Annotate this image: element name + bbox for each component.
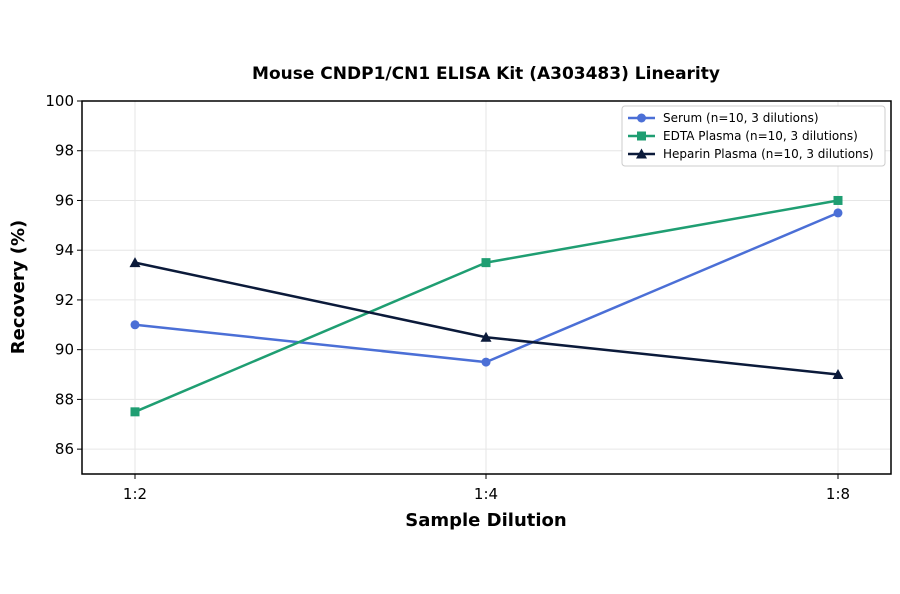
legend-marker	[637, 131, 646, 141]
data-point	[480, 331, 492, 342]
x-axis: 1:2 1:4 1:8	[123, 474, 850, 503]
y-tick-label: 92	[55, 291, 74, 309]
data-point	[481, 258, 491, 268]
series-1	[130, 208, 843, 367]
y-tick-label: 94	[55, 241, 74, 259]
y-tick-label: 86	[55, 440, 74, 458]
x-tick-label: 1:2	[123, 485, 147, 503]
data-point	[832, 369, 844, 380]
legend-box	[621, 105, 886, 167]
y-tick-label: 98	[55, 142, 74, 160]
legend: Serum (n=10, 3 dilutions) EDTA Plasma (n=…	[621, 105, 886, 167]
legend-marker	[637, 113, 646, 123]
x-tick-label: 1:8	[826, 485, 850, 503]
legend-label: EDTA Plasma (n=10, 3 dilutions)	[663, 129, 858, 143]
data-point	[129, 257, 141, 268]
series	[129, 195, 844, 417]
legend-entry: Serum (n=10, 3 dilutions)	[628, 111, 819, 125]
legend-label: Serum (n=10, 3 dilutions)	[663, 111, 819, 125]
legend-entry: EDTA Plasma (n=10, 3 dilutions)	[628, 129, 858, 143]
y-tick-label: 96	[55, 191, 74, 209]
series-3	[129, 257, 844, 380]
data-point	[130, 320, 140, 330]
legend-marker	[636, 148, 647, 159]
series-2	[130, 195, 843, 417]
data-point	[833, 195, 843, 205]
y-tick-label: 90	[55, 341, 74, 359]
x-tick-label: 1:4	[474, 485, 498, 503]
data-point	[481, 357, 491, 367]
y-tick-label: 88	[55, 390, 74, 408]
chart-title: Mouse CNDP1/CN1 ELISA Kit (A303483) Line…	[252, 64, 720, 84]
y-axis-label: Recovery (%)	[8, 220, 29, 354]
legend-entry: Heparin Plasma (n=10, 3 dilutions)	[628, 147, 874, 161]
y-tick-label: 100	[45, 92, 74, 110]
legend-label: Heparin Plasma (n=10, 3 dilutions)	[663, 147, 874, 161]
data-point	[130, 407, 140, 417]
data-point	[833, 208, 843, 218]
x-axis-label: Sample Dilution	[405, 510, 566, 531]
y-axis: 86 88 90 92 94 96 98 100	[45, 92, 82, 458]
